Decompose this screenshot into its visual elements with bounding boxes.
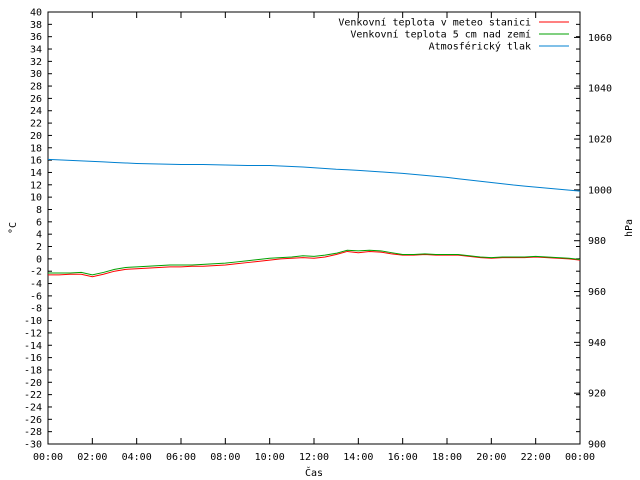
y-tick-label-left: -6 (30, 291, 42, 302)
left-axis: -30-28-26-24-22-20-18-16-14-12-10-8-6-4-… (24, 8, 580, 451)
series-lines (47, 158, 581, 278)
series-line-1 (48, 250, 581, 278)
x-tick-label: 14:00 (343, 452, 373, 463)
y-tick-label-left: 26 (30, 94, 42, 105)
y-tick-label-right: 920 (588, 389, 606, 400)
y-tick-label-left: 4 (36, 230, 42, 241)
x-tick-label: 18:00 (432, 452, 462, 463)
y-tick-label-left: -28 (24, 427, 42, 438)
y-tick-label-left: 40 (30, 8, 42, 19)
y-tick-label-left: -2 (30, 267, 42, 278)
y-axis-label-left: °C (8, 222, 19, 234)
y-tick-label-left: -16 (24, 353, 42, 364)
y-tick-label-right: 1060 (588, 33, 612, 44)
x-tick-label: 02:00 (77, 452, 107, 463)
legend-label: Venkovní teplota 5 cm nad zemí (350, 29, 531, 41)
x-tick-label: 00:00 (565, 452, 595, 463)
y-tick-label-left: 22 (30, 119, 42, 130)
x-tick-label: 08:00 (210, 452, 240, 463)
legend-label: Atmosférický tlak (429, 41, 531, 53)
y-tick-label-left: 36 (30, 32, 42, 43)
y-tick-label-left: 24 (30, 106, 42, 117)
y-tick-label-right: 1020 (588, 135, 612, 146)
y-tick-label-left: -14 (24, 341, 42, 352)
y-tick-label-left: 12 (30, 180, 42, 191)
x-tick-label: 10:00 (255, 452, 285, 463)
y-tick-label-left: 30 (30, 69, 42, 80)
y-tick-label-left: -18 (24, 365, 42, 376)
y-tick-label-right: 940 (588, 338, 606, 349)
y-tick-label-left: 18 (30, 143, 42, 154)
x-tick-label: 06:00 (166, 452, 196, 463)
y-tick-label-left: -4 (30, 279, 42, 290)
y-tick-label-left: 2 (36, 242, 42, 253)
y-tick-label-left: 32 (30, 57, 42, 68)
y-tick-label-right: 960 (588, 287, 606, 298)
y-tick-label-right: 1040 (588, 84, 612, 95)
series-line-3 (47, 158, 581, 192)
y-tick-label-right: 1000 (588, 185, 612, 196)
y-tick-label-left: -26 (24, 415, 42, 426)
y-tick-label-left: 20 (30, 131, 42, 142)
y-tick-label-left: 38 (30, 20, 42, 31)
y-tick-label-left: 28 (30, 82, 42, 93)
x-axis: 00:00 02:00 04:00 06:00 08:00 10:00 12:00 14:00… (33, 12, 595, 463)
x-tick-label: 22:00 (521, 452, 551, 463)
y-tick-label-left: -30 (24, 440, 42, 451)
y-tick-label-left: -10 (24, 316, 42, 327)
x-tick-label: 04:00 (122, 452, 152, 463)
series-line-2 (48, 249, 581, 276)
y-tick-label-left: -12 (24, 328, 42, 339)
x-tick-label: 12:00 (299, 452, 329, 463)
y-tick-label-left: 10 (30, 193, 42, 204)
y-tick-label-left: 14 (30, 168, 42, 179)
y-tick-label-right: 900 (588, 440, 606, 451)
y-tick-label-left: -20 (24, 378, 42, 389)
y-tick-label-right: 980 (588, 236, 606, 247)
x-tick-label: 00:00 (33, 452, 63, 463)
y-tick-label-left: -8 (30, 304, 42, 315)
legend-label: Venkovní teplota v meteo stanici (338, 17, 531, 29)
x-tick-label: 20:00 (476, 452, 506, 463)
y-tick-label-left: 16 (30, 156, 42, 167)
y-tick-label-left: 0 (36, 254, 42, 265)
x-axis-label: Čas (305, 466, 323, 479)
right-axis: 900 920 940 960 980 1000 1020 1040 1060 (574, 33, 612, 451)
y-tick-label-left: -22 (24, 390, 42, 401)
y-tick-label-left: -24 (24, 402, 42, 413)
y-axis-label-right: hPa (624, 219, 635, 237)
plot-frame (47, 11, 581, 445)
legend: Venkovní teplota v meteo staniciVenkovní… (338, 17, 569, 53)
y-tick-label-left: 6 (36, 217, 42, 228)
x-tick-label: 16:00 (388, 452, 418, 463)
y-tick-label-left: 34 (30, 45, 42, 56)
y-tick-label-left: 8 (36, 205, 42, 216)
